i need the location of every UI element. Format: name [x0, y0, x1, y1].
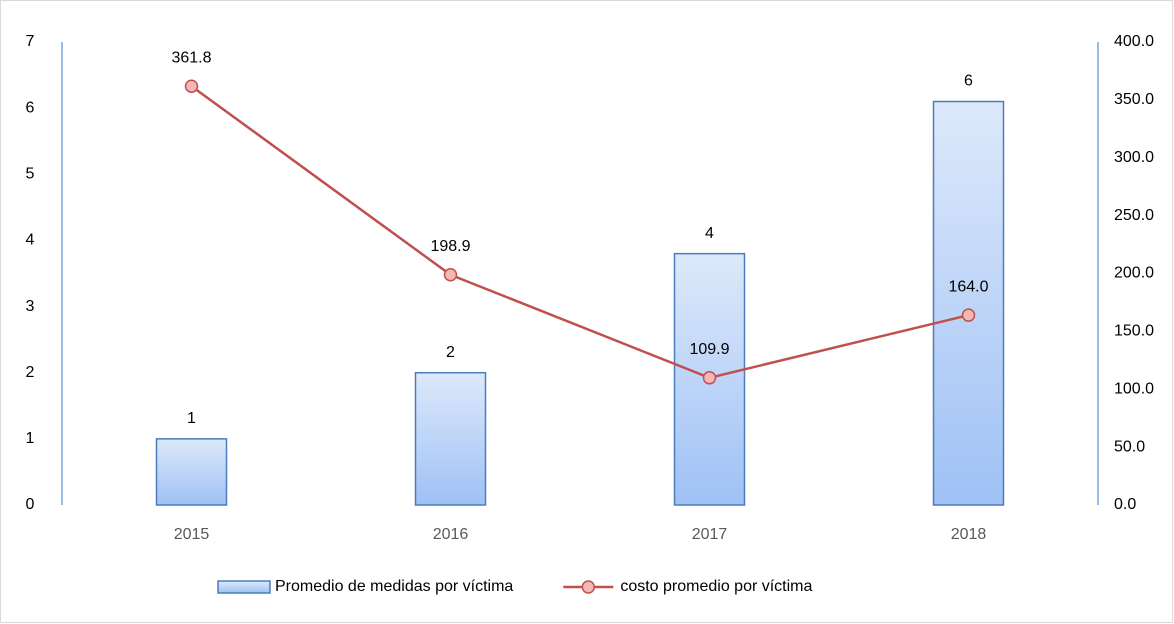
- y2-tick-label: 350.0: [1114, 91, 1154, 108]
- y2-tick-label: 100.0: [1114, 380, 1154, 397]
- legend-swatch-marker: [581, 580, 596, 594]
- bar: [932, 100, 1005, 506]
- y2-tick-label: 300.0: [1114, 149, 1154, 166]
- legend-swatch: [217, 580, 271, 594]
- line-marker: [702, 371, 717, 385]
- bar: [414, 371, 487, 506]
- bar-value-label: 4: [705, 225, 714, 242]
- y-tick-label: 7: [26, 33, 35, 50]
- y-tick-label: 0: [26, 496, 35, 513]
- legend-label: Promedio de medidas por víctima: [275, 578, 513, 595]
- line-marker: [961, 308, 976, 322]
- line-value-label: 198.9: [430, 238, 470, 255]
- bar-value-label: 2: [446, 344, 455, 361]
- y-tick-label: 5: [26, 166, 35, 183]
- y2-tick-label: 400.0: [1114, 33, 1154, 50]
- line: [190, 85, 969, 380]
- bar-value-label: 6: [964, 73, 973, 90]
- x-tick-label: 2015: [174, 526, 210, 543]
- bar-value-label: 1: [187, 410, 196, 427]
- y-tick-label: 4: [26, 232, 35, 249]
- y2-tick-label: 250.0: [1114, 207, 1154, 224]
- line-marker: [443, 268, 458, 282]
- x-tick-label: 2018: [951, 526, 987, 543]
- line-value-label: 109.9: [689, 341, 729, 358]
- line-value-label: 164.0: [948, 278, 988, 295]
- x-tick-label: 2017: [692, 526, 728, 543]
- y-tick-label: 6: [26, 99, 35, 116]
- line-value-label: 361.8: [171, 49, 211, 66]
- y2-tick-label: 50.0: [1114, 438, 1145, 455]
- y-tick-label: 3: [26, 298, 35, 315]
- y2-tick-label: 0.0: [1114, 496, 1136, 513]
- line-marker: [184, 79, 199, 93]
- bar: [155, 438, 228, 506]
- x-tick-label: 2016: [433, 526, 469, 543]
- legend-label: costo promedio por víctima: [620, 578, 812, 595]
- y-tick-label: 2: [26, 364, 35, 381]
- y-tick-label: 1: [26, 430, 35, 447]
- y2-tick-label: 200.0: [1114, 265, 1154, 282]
- y2-tick-label: 150.0: [1114, 323, 1154, 340]
